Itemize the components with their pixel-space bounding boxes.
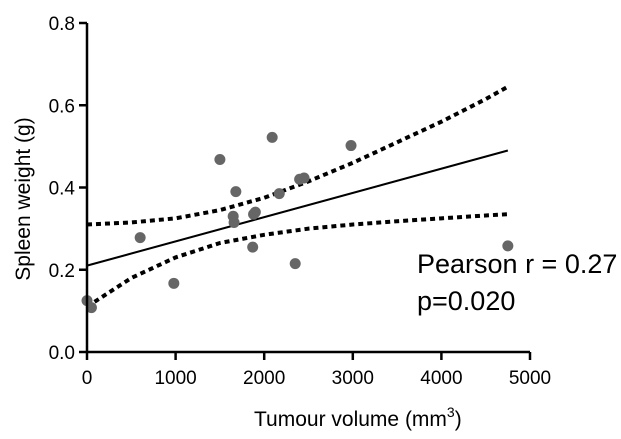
x-tick-label: 2000 (243, 368, 285, 389)
x-axis-title: Tumour volume (mm3) (254, 404, 462, 431)
data-point (168, 277, 180, 289)
data-point (228, 216, 240, 228)
x-tick-label: 3000 (332, 368, 374, 389)
pearson-annotation: Pearson r = 0.27 (417, 249, 617, 279)
y-tick-label: 0.2 (49, 261, 75, 282)
data-point (266, 131, 278, 143)
data-point (134, 232, 146, 244)
x-tick-label: 0 (82, 368, 93, 389)
data-point (345, 140, 357, 152)
y-tick-label: 0.6 (49, 96, 75, 117)
x-tick-label: 4000 (420, 368, 462, 389)
ci-upper-line (86, 84, 509, 227)
y-tick-label: 0.4 (49, 179, 76, 200)
data-point (85, 302, 97, 314)
data-point (298, 172, 310, 184)
y-tick-label: 0.8 (49, 14, 75, 35)
regression-line (86, 149, 509, 267)
x-tick-label: 5000 (509, 368, 551, 389)
data-point (247, 241, 259, 253)
data-point (230, 186, 242, 198)
data-point (249, 206, 261, 218)
ci-lower-line (85, 212, 508, 309)
x-axis-title-text: Tumour volume (mm (254, 408, 447, 431)
data-point (214, 154, 226, 166)
data-point (289, 258, 301, 270)
x-axis-title-close: ) (455, 408, 462, 431)
x-tick-label: 1000 (154, 368, 196, 389)
p-value-annotation: p=0.020 (417, 286, 515, 316)
data-point (502, 240, 514, 252)
x-axis-title-superscript: 3 (447, 404, 455, 420)
y-tick-label: 0.0 (49, 343, 75, 364)
y-axis-title: Spleen weight (g) (12, 117, 35, 280)
data-point (273, 188, 285, 200)
